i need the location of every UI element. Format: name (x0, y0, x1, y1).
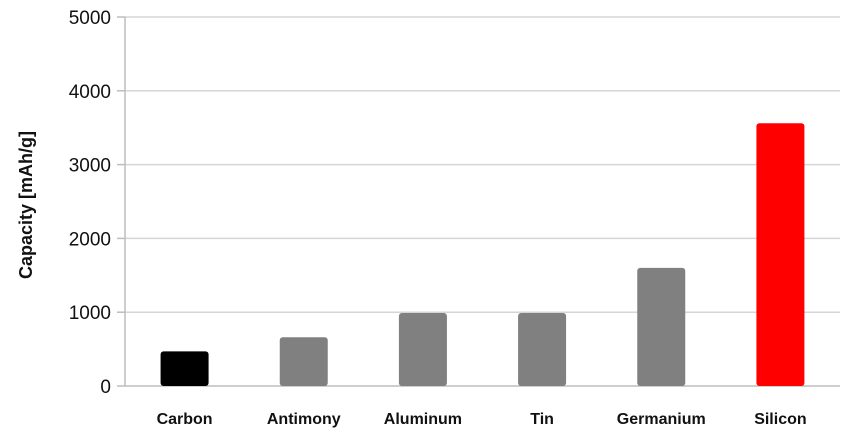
y-axis-ticks: 0 1000 2000 3000 4000 5000 (69, 8, 125, 398)
bar-aluminum (398, 312, 447, 386)
x-tick-label: Tin (530, 411, 554, 428)
bars (160, 123, 805, 386)
y-tick-label: 1000 (69, 303, 111, 324)
x-tick-label: Carbon (157, 411, 213, 428)
bar-silicon (756, 123, 805, 386)
x-tick-label: Aluminum (384, 411, 462, 428)
bar-antimony (279, 337, 328, 386)
x-axis-ticks: Carbon Antimony Aluminum Tin Germanium Silico… (157, 411, 807, 428)
x-tick-label: Germanium (617, 411, 706, 428)
y-tick-label: 3000 (69, 156, 111, 177)
x-tick-label: Antimony (267, 411, 341, 428)
y-tick-label: 2000 (69, 229, 111, 250)
gridlines (124, 16, 840, 387)
x-tick-label: Silicon (754, 411, 806, 428)
bar-tin (518, 312, 567, 386)
y-tick-label: 0 (100, 377, 111, 398)
bar-carbon (160, 351, 209, 386)
bar-germanium (637, 267, 686, 386)
y-axis-title: Capacity [mAh/g] (16, 131, 36, 279)
y-tick-label: 4000 (69, 82, 111, 103)
y-tick-label: 5000 (69, 8, 111, 29)
